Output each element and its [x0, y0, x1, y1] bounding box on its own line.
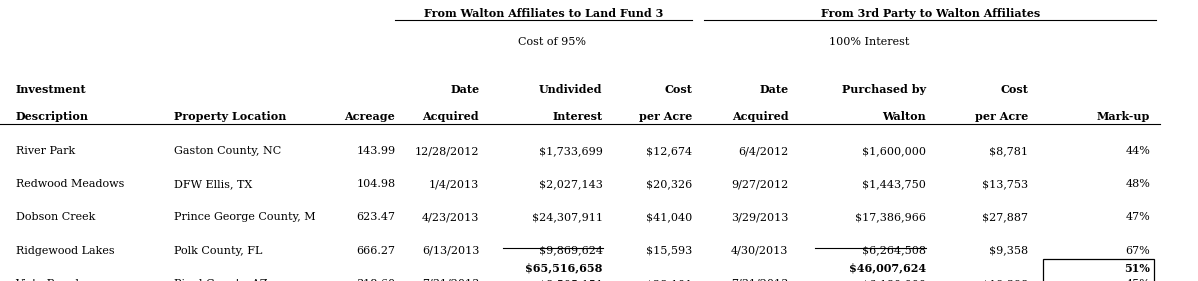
Text: 6/4/2012: 6/4/2012 — [738, 146, 788, 156]
Text: $46,007,624: $46,007,624 — [849, 263, 926, 274]
Bar — [1043, 259, 1154, 281]
Text: $9,869,624: $9,869,624 — [539, 246, 603, 256]
Text: $12,674: $12,674 — [646, 146, 692, 156]
Text: 1/4/2013: 1/4/2013 — [429, 179, 479, 189]
Text: Property Location: Property Location — [174, 111, 286, 122]
Text: 67%: 67% — [1125, 246, 1150, 256]
Text: Acquired: Acquired — [732, 111, 788, 122]
Text: 9/27/2012: 9/27/2012 — [731, 179, 788, 189]
Text: $2,027,143: $2,027,143 — [539, 179, 603, 189]
Text: 6/13/2013: 6/13/2013 — [422, 246, 479, 256]
Text: Date: Date — [760, 84, 788, 95]
Text: 318.60: 318.60 — [356, 279, 395, 281]
Text: Gaston County, NC: Gaston County, NC — [174, 146, 282, 156]
Text: $41,040: $41,040 — [646, 212, 692, 223]
Text: 12/28/2012: 12/28/2012 — [415, 146, 479, 156]
Text: Purchased by: Purchased by — [842, 84, 926, 95]
Text: Date: Date — [450, 84, 479, 95]
Text: 47%: 47% — [1125, 212, 1150, 223]
Text: River Park: River Park — [16, 146, 74, 156]
Text: $28,101: $28,101 — [646, 279, 692, 281]
Text: per Acre: per Acre — [975, 111, 1028, 122]
Text: $1,733,699: $1,733,699 — [539, 146, 603, 156]
Text: From Walton Affiliates to Land Fund 3: From Walton Affiliates to Land Fund 3 — [424, 8, 664, 19]
Text: 623.47: 623.47 — [356, 212, 395, 223]
Text: Interest: Interest — [552, 111, 603, 122]
Text: Cost: Cost — [665, 84, 692, 95]
Text: Vista Ranch: Vista Ranch — [16, 279, 83, 281]
Text: 45%: 45% — [1125, 279, 1150, 281]
Text: 4/23/2013: 4/23/2013 — [422, 212, 479, 223]
Text: $27,887: $27,887 — [982, 212, 1028, 223]
Text: 4/30/2013: 4/30/2013 — [731, 246, 788, 256]
Text: Cost: Cost — [1000, 84, 1028, 95]
Text: $6,180,000: $6,180,000 — [863, 279, 926, 281]
Text: $8,505,151: $8,505,151 — [539, 279, 603, 281]
Text: 104.98: 104.98 — [356, 179, 395, 189]
Text: per Acre: per Acre — [640, 111, 692, 122]
Text: $8,781: $8,781 — [988, 146, 1028, 156]
Text: Ridgewood Lakes: Ridgewood Lakes — [16, 246, 114, 256]
Text: $24,307,911: $24,307,911 — [532, 212, 603, 223]
Text: 44%: 44% — [1125, 146, 1150, 156]
Text: $65,516,658: $65,516,658 — [525, 263, 603, 274]
Text: $15,593: $15,593 — [646, 246, 692, 256]
Text: Prince George County, M: Prince George County, M — [174, 212, 315, 223]
Text: Dobson Creek: Dobson Creek — [16, 212, 95, 223]
Text: $9,358: $9,358 — [988, 246, 1028, 256]
Text: 7/31/2013: 7/31/2013 — [422, 279, 479, 281]
Text: 48%: 48% — [1125, 179, 1150, 189]
Text: Walton: Walton — [882, 111, 926, 122]
Text: From 3rd Party to Walton Affiliates: From 3rd Party to Walton Affiliates — [821, 8, 1040, 19]
Text: $1,443,750: $1,443,750 — [863, 179, 926, 189]
Text: Description: Description — [16, 111, 89, 122]
Text: 100% Interest: 100% Interest — [829, 37, 909, 47]
Text: 143.99: 143.99 — [356, 146, 395, 156]
Text: Acreage: Acreage — [345, 111, 395, 122]
Text: $1,600,000: $1,600,000 — [863, 146, 926, 156]
Text: $20,326: $20,326 — [646, 179, 692, 189]
Text: 7/31/2013: 7/31/2013 — [731, 279, 788, 281]
Text: 3/29/2013: 3/29/2013 — [731, 212, 788, 223]
Text: Mark-up: Mark-up — [1096, 111, 1150, 122]
Text: 666.27: 666.27 — [356, 246, 395, 256]
Text: Cost of 95%: Cost of 95% — [518, 37, 586, 47]
Text: Acquired: Acquired — [423, 111, 479, 122]
Text: $17,386,966: $17,386,966 — [855, 212, 926, 223]
Text: DFW Ellis, TX: DFW Ellis, TX — [174, 179, 252, 189]
Text: Investment: Investment — [16, 84, 86, 95]
Text: $19,398: $19,398 — [981, 279, 1028, 281]
Text: Polk County, FL: Polk County, FL — [174, 246, 262, 256]
Text: Redwood Meadows: Redwood Meadows — [16, 179, 123, 189]
Text: Undivided: Undivided — [539, 84, 603, 95]
Text: $13,753: $13,753 — [981, 179, 1028, 189]
Text: 51%: 51% — [1124, 263, 1150, 274]
Text: $6,264,508: $6,264,508 — [863, 246, 926, 256]
Text: Pinal County, AZ: Pinal County, AZ — [174, 279, 267, 281]
